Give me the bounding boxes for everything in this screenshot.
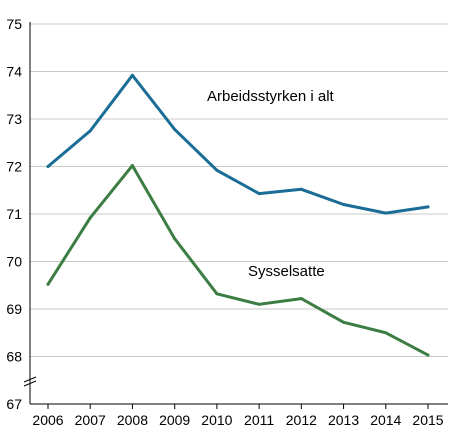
y-tick-label: 74 <box>6 64 22 80</box>
x-tick-labels: 2006 2007 2008 2009 2010 2011 2012 2013 2014 2015 <box>32 412 443 428</box>
series-0-point <box>384 211 388 215</box>
series-1-point <box>173 237 177 241</box>
series-1-point <box>299 297 303 301</box>
series-1-point <box>257 302 261 306</box>
x-tick-label: 2014 <box>370 412 401 428</box>
series-0-point <box>299 187 303 191</box>
axes <box>23 22 448 409</box>
series-line-0 <box>46 73 430 215</box>
series-line-1 <box>46 164 430 357</box>
series-0-point <box>88 129 92 133</box>
x-tick-label: 2011 <box>244 412 274 428</box>
series-1-point <box>426 353 430 357</box>
y-tick-label: 75 <box>6 16 22 32</box>
x-tick-label: 2006 <box>32 412 63 428</box>
y-tick-label: 67 <box>6 396 22 412</box>
y-tick-label: 68 <box>6 349 22 365</box>
x-tick-label: 2015 <box>412 412 443 428</box>
series-0-point <box>215 168 219 172</box>
series-0-point <box>173 127 177 131</box>
x-tick-label: 2008 <box>117 412 148 428</box>
series-1-point <box>88 216 92 220</box>
y-tick-label: 72 <box>6 159 22 175</box>
series-1-point <box>342 320 346 324</box>
x-tick-label: 2013 <box>328 412 359 428</box>
series-label-arbeidsstyrken: Arbeidsstyrken i alt <box>207 88 335 105</box>
series-1-point <box>130 164 134 168</box>
series-1-point <box>215 292 219 296</box>
series-0-point <box>130 73 134 77</box>
series-1-point <box>384 331 388 335</box>
y-tick-labels: 67 68 69 70 71 72 73 74 75 <box>6 16 22 412</box>
series-lines <box>46 73 430 357</box>
grid-lines <box>30 23 448 357</box>
x-tick-label: 2012 <box>286 412 317 428</box>
y-tick-label: 73 <box>6 111 22 127</box>
series-label-sysselsatte: Sysselsatte <box>248 263 325 280</box>
series-0-point <box>257 192 261 196</box>
x-tick-label: 2007 <box>75 412 106 428</box>
y-tick-label: 71 <box>6 206 22 222</box>
axis-break-marker <box>23 376 37 387</box>
series-0-point <box>342 203 346 206</box>
y-tick-label: 69 <box>6 301 22 317</box>
x-tick-label: 2010 <box>201 412 232 428</box>
x-tick-label: 2009 <box>159 412 190 428</box>
y-tick-label: 70 <box>6 254 22 270</box>
series-0-point <box>46 165 50 168</box>
series-0-point <box>426 205 430 209</box>
series-1-point <box>46 282 50 286</box>
